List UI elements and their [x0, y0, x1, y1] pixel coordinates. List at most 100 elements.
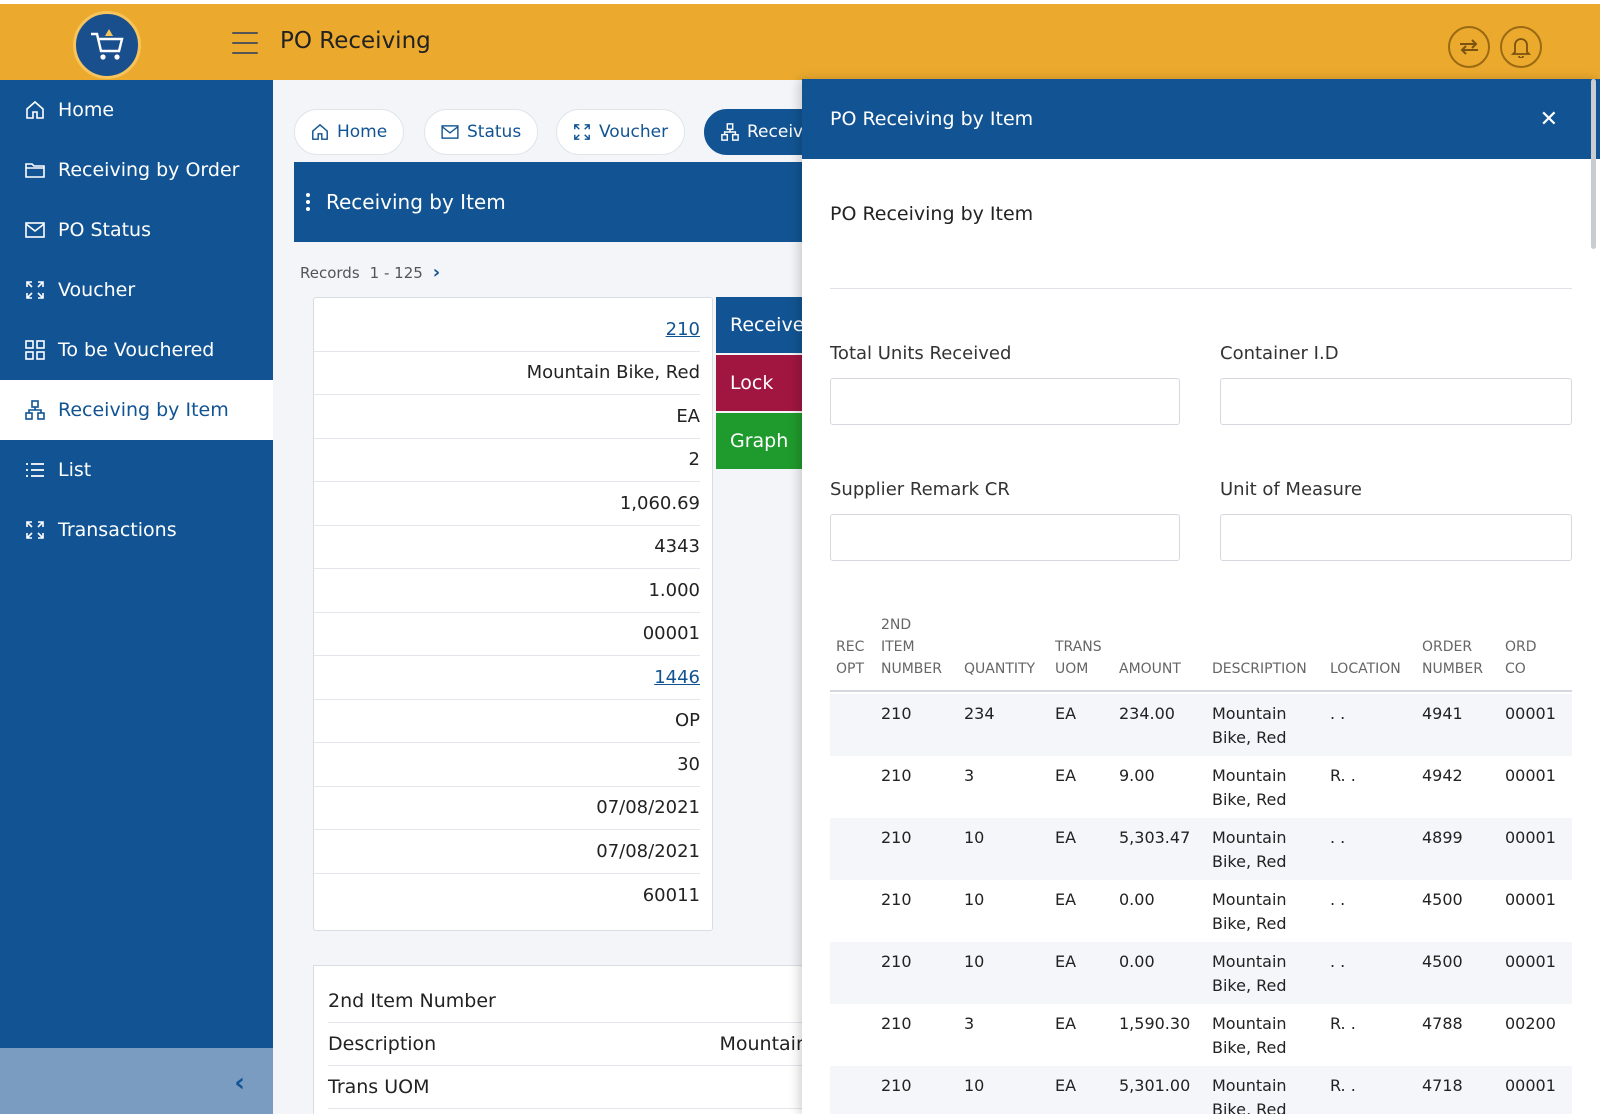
tab-home[interactable]: Home — [294, 109, 405, 155]
detail-row: OP — [314, 700, 700, 743]
col-trans-uom[interactable]: TRANS UOM — [1055, 639, 1102, 677]
cell-order: 4500 — [1422, 952, 1463, 971]
collapse-sidebar-icon[interactable]: ‹ — [234, 1068, 245, 1098]
detail-row: 4343 — [314, 526, 700, 569]
table-row[interactable]: 210 10 EA 5,301.00 Mountain Bike, Red R. … — [830, 1066, 1572, 1114]
cell-item: 210 — [881, 828, 912, 847]
table-row[interactable]: 210 3 EA 1,590.30 Mountain Bike, Red R. .… — [830, 1004, 1572, 1066]
sidebar-footer: ‹ — [0, 1048, 273, 1114]
cell-location: . . — [1330, 828, 1346, 847]
cell-order: 4500 — [1422, 890, 1463, 909]
next-page-icon[interactable]: › — [432, 262, 441, 283]
total-units-input[interactable] — [830, 378, 1180, 425]
cell-uom: EA — [1055, 890, 1077, 909]
more-options-icon[interactable] — [306, 193, 310, 211]
table-row[interactable]: 210 10 EA 0.00 Mountain Bike, Red . . 450… — [830, 880, 1572, 942]
detail-row: 07/08/2021 — [314, 787, 700, 830]
cell-location: R. . — [1330, 1076, 1356, 1095]
detail-value: 1,060.69 — [619, 492, 700, 514]
app-logo — [73, 11, 141, 79]
detail-row: Mountain Bike, Red — [314, 352, 700, 395]
receive-button[interactable]: Receive — [716, 297, 806, 353]
cell-item: 210 — [881, 890, 912, 909]
cell-co: 00001 — [1505, 1076, 1556, 1095]
col-location[interactable]: LOCATION — [1330, 661, 1401, 677]
detail-card: 210 Mountain Bike, Red EA 2 1,060.69 434… — [313, 297, 713, 931]
sidebar-item-receiving-by-item[interactable]: Receiving by Item — [0, 380, 273, 440]
drawer-scrollbar[interactable] — [1591, 79, 1596, 249]
cell-co: 00001 — [1505, 952, 1556, 971]
uom-input[interactable] — [1220, 514, 1572, 561]
cell-location: . . — [1330, 704, 1346, 723]
cell-amount: 5,303.47 — [1119, 828, 1191, 847]
table-row[interactable]: 210 234 EA 234.00 Mountain Bike, Red . . … — [830, 694, 1572, 756]
detail-row: 2 — [314, 439, 700, 482]
cell-item: 210 — [881, 766, 912, 785]
tab-status[interactable]: Status — [424, 109, 539, 155]
cell-qty: 10 — [964, 890, 985, 909]
detail-row: 07/08/2021 — [314, 830, 700, 874]
cell-location: . . — [1330, 952, 1346, 971]
table-row[interactable]: 210 3 EA 9.00 Mountain Bike, Red R. . 494… — [830, 756, 1572, 818]
col-order-number[interactable]: ORDER NUMBER — [1422, 639, 1483, 677]
cell-uom: EA — [1055, 704, 1077, 723]
sidebar-item-po-status[interactable]: PO Status — [0, 200, 273, 260]
sidebar-item-label: Home — [58, 99, 115, 121]
mail-icon — [441, 125, 459, 139]
panel-header: Receiving by Item — [294, 162, 814, 242]
expand-icon — [24, 279, 46, 301]
sidebar-item-home[interactable]: Home — [0, 80, 273, 140]
field-label: Trans UOM — [328, 1076, 430, 1098]
cell-qty: 3 — [964, 766, 975, 785]
col-description[interactable]: DESCRIPTION — [1212, 661, 1307, 677]
cell-amount: 9.00 — [1119, 766, 1155, 785]
graph-button[interactable]: Graph — [716, 413, 806, 469]
cell-description: Mountain Bike, Red — [1212, 1014, 1287, 1057]
notifications-button[interactable] — [1500, 26, 1542, 68]
detail-value: 30 — [677, 753, 700, 775]
item-number-link[interactable]: 210 — [665, 318, 700, 340]
sidebar-item-voucher[interactable]: Voucher — [0, 260, 273, 320]
menu-toggle-button[interactable] — [232, 32, 258, 54]
cell-location: R. . — [1330, 1014, 1356, 1033]
table-header: REC OPT 2ND ITEM NUMBER QUANTITY TRANS UOM A… — [830, 612, 1572, 692]
detail-row: EA — [314, 395, 700, 439]
detail-row: 30 — [314, 743, 700, 787]
detail-row: Trans UOM — [328, 1066, 808, 1109]
cell-co: 00001 — [1505, 828, 1556, 847]
supplier-remark-input[interactable] — [830, 514, 1180, 561]
cell-co: 00200 — [1505, 1014, 1556, 1033]
cell-uom: EA — [1055, 1014, 1077, 1033]
switch-button[interactable] — [1448, 26, 1490, 68]
close-icon[interactable]: ✕ — [1539, 107, 1558, 132]
list-icon — [24, 459, 46, 481]
detail-row: 00001 — [314, 613, 700, 656]
tab-label: Status — [467, 122, 522, 142]
field-label: 2nd Item Number — [328, 990, 496, 1012]
form-title: PO Receiving by Item — [830, 203, 1034, 225]
col-amount[interactable]: AMOUNT — [1119, 661, 1181, 677]
detail-row: 1.000 — [314, 569, 700, 613]
expand-icon — [24, 519, 46, 541]
table-row[interactable]: 210 10 EA 5,303.47 Mountain Bike, Red . .… — [830, 818, 1572, 880]
table-row[interactable]: 210 10 EA 0.00 Mountain Bike, Red . . 450… — [830, 942, 1572, 1004]
tab-voucher[interactable]: Voucher — [556, 109, 686, 155]
app-title: PO Receiving — [280, 28, 431, 54]
cell-qty: 3 — [964, 1014, 975, 1033]
lock-button[interactable]: Lock — [716, 355, 806, 411]
col-item-number[interactable]: 2ND ITEM NUMBER — [881, 617, 942, 677]
container-id-input[interactable] — [1220, 378, 1572, 425]
sidebar-item-transactions[interactable]: Transactions — [0, 500, 273, 560]
col-rec-opt[interactable]: REC OPT — [836, 639, 865, 677]
sidebar-item-receiving-by-order[interactable]: Receiving by Order — [0, 140, 273, 200]
detail-row: Description Mountain — [328, 1023, 808, 1066]
folder-icon — [24, 159, 46, 181]
sidebar-item-list[interactable]: List — [0, 440, 273, 500]
order-number-link[interactable]: 1446 — [654, 666, 700, 688]
detail-value: 60011 — [642, 884, 700, 906]
detail-row: 1446 — [314, 656, 700, 700]
detail-value: EA — [676, 405, 700, 427]
col-quantity[interactable]: QUANTITY — [964, 661, 1036, 677]
col-ord-co[interactable]: ORD CO — [1505, 639, 1537, 677]
sidebar-item-to-be-vouchered[interactable]: To be Vouchered — [0, 320, 273, 380]
